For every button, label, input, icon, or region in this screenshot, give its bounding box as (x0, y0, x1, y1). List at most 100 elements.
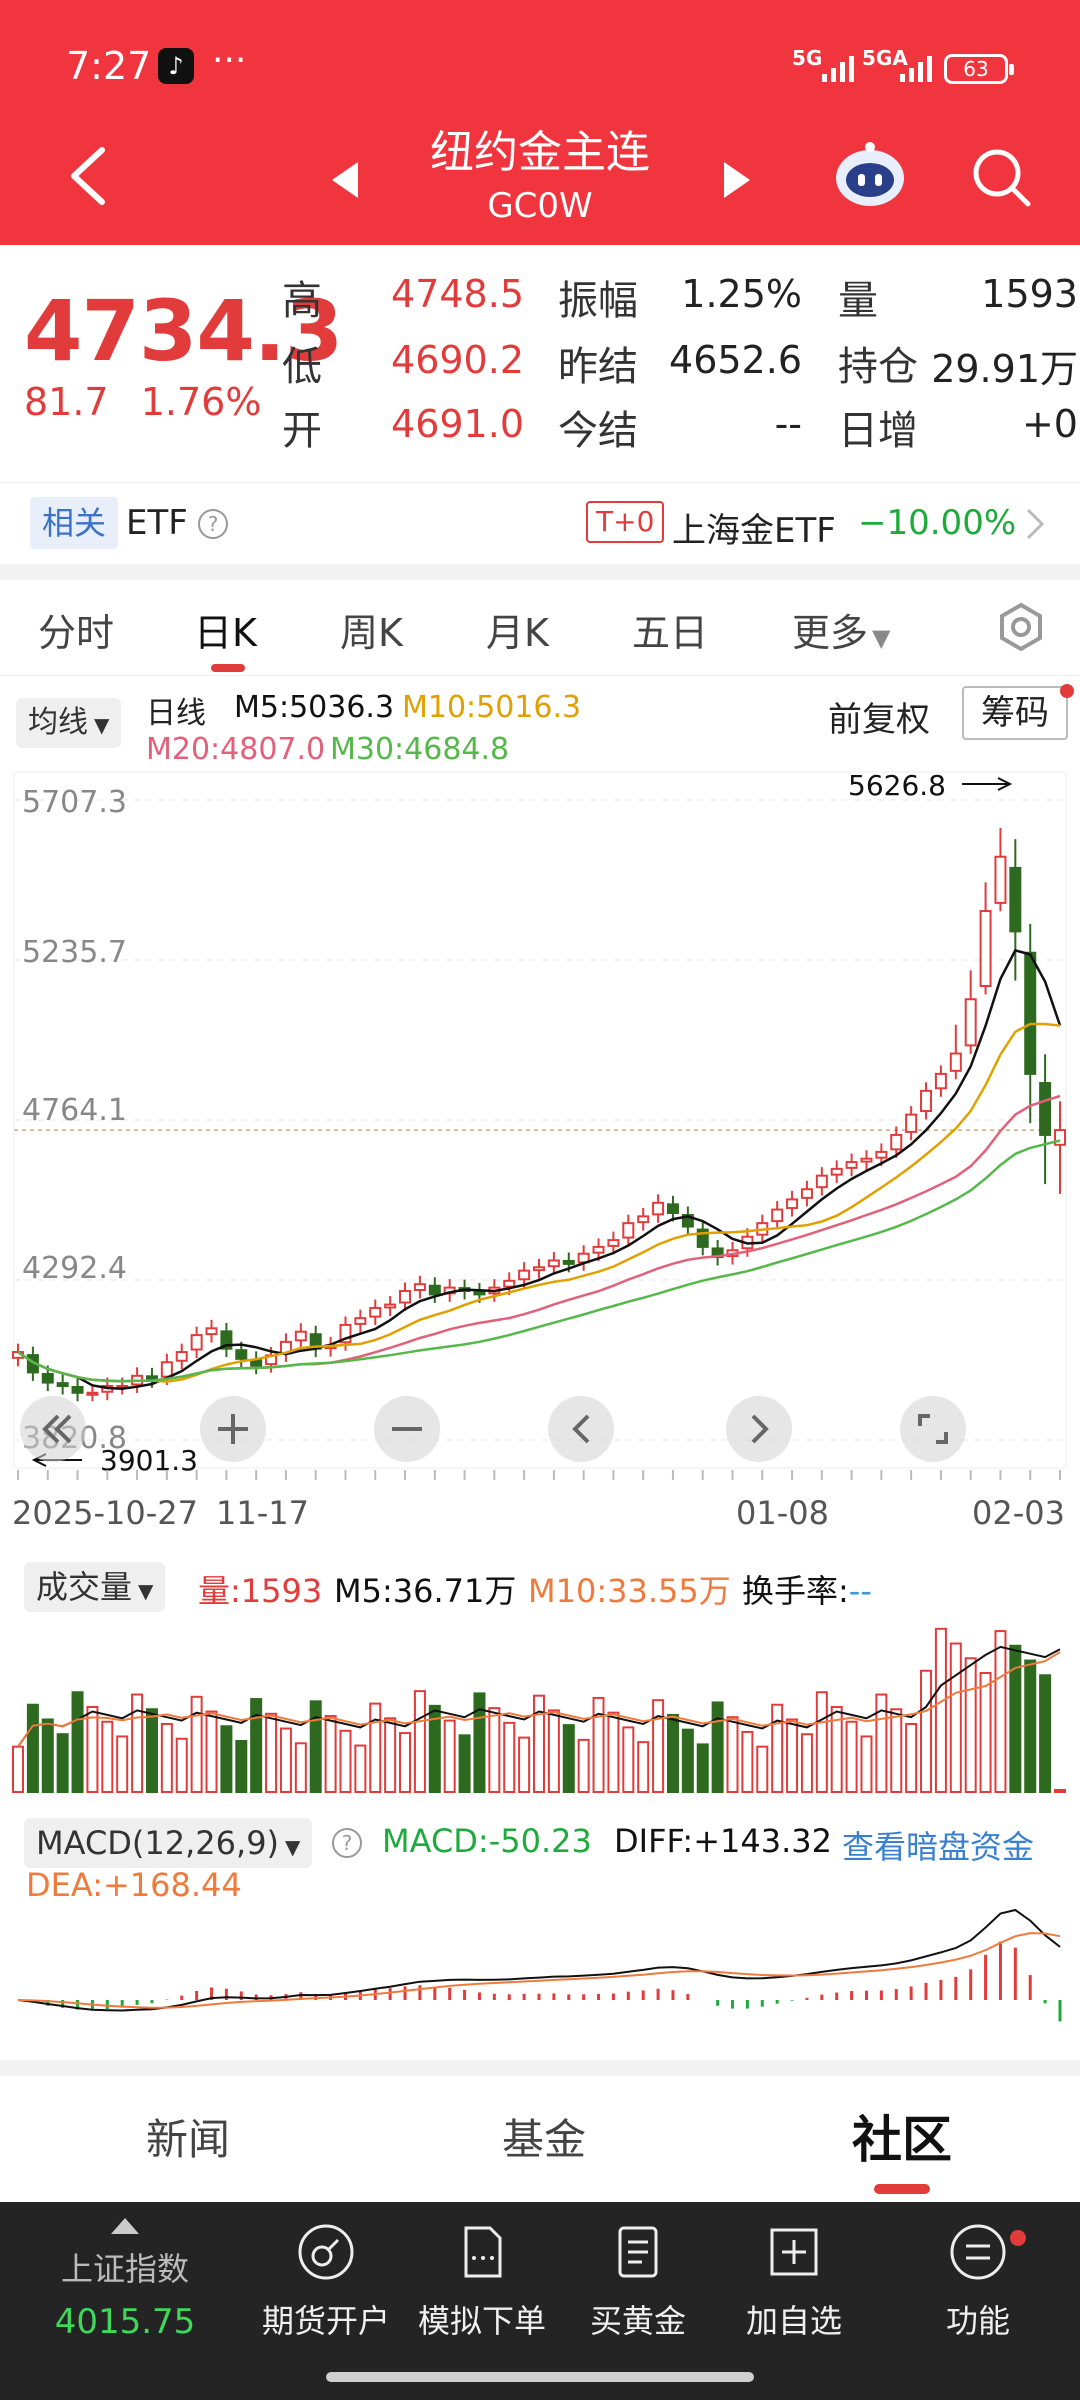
volume-bar (279, 1727, 292, 1793)
next-contract-icon[interactable] (724, 162, 750, 198)
ma30-line (17, 1139, 1061, 1383)
prev-settle-label: 昨结 (558, 344, 638, 390)
tab-more[interactable]: 更多 ▼ (792, 602, 890, 657)
battery-icon: 63 (944, 54, 1014, 84)
tab-intraday[interactable]: 分时 (38, 611, 115, 655)
tab-five-day[interactable]: 五日 (632, 611, 709, 655)
prev-contract-icon[interactable] (332, 162, 358, 198)
volume-bar (726, 1716, 739, 1793)
index-value: 4015.75 (54, 2302, 196, 2342)
volume-bar (949, 1642, 962, 1793)
volume-ma10-line (17, 1651, 1061, 1748)
candle (860, 1157, 873, 1163)
volume-bar (56, 1733, 69, 1793)
fullscreen-button[interactable] (898, 1394, 968, 1464)
zoom-out-button[interactable] (372, 1394, 442, 1464)
kline-chart[interactable]: 5707.3 5235.7 4764.1 4292.4 3820.8 5626.… (0, 770, 1080, 1540)
high-arrow-head (997, 777, 1013, 791)
nav-add-watchlist[interactable]: 加自选 (714, 2222, 874, 2342)
macd-indicator-label: MACD(12,26,9) (36, 1824, 280, 1862)
candle (533, 1266, 545, 1272)
bottom-navigation: 上证指数 4015.75 期货开户 模拟下单 买黄金 加自选 功能 (0, 2202, 1080, 2400)
change-value: 81.7 (24, 380, 109, 424)
candle (979, 910, 992, 988)
candle (890, 1133, 903, 1151)
volume-bar (518, 1736, 531, 1793)
back-icon[interactable] (66, 146, 110, 206)
adjust-mode[interactable]: 前复权 (828, 700, 930, 740)
volume-bar (145, 1708, 158, 1793)
content-tabs: 新闻 基金 社区 (0, 2070, 1080, 2200)
candle (652, 1201, 665, 1216)
dark-pool-funds-link[interactable]: 查看暗盘资金 (842, 1828, 1035, 1866)
volume-bar (413, 1690, 426, 1793)
settings-icon[interactable] (996, 602, 1046, 652)
ma10-legend: M10:5016.3 (402, 690, 582, 725)
tab-community[interactable]: 社区 (852, 2111, 952, 2169)
candle (964, 998, 977, 1047)
volume-chart[interactable] (0, 1612, 1080, 1802)
volume-bar (190, 1695, 203, 1793)
volume-bar (265, 1712, 278, 1793)
related-etf-row[interactable]: 相关 ETF ? T+0 上海金ETF −10.00% (0, 482, 1080, 562)
add-icon (770, 2228, 818, 2276)
volume-legend: 量:1593 (198, 1572, 323, 1610)
candle (1009, 866, 1022, 933)
nav-simulated-order[interactable]: 模拟下单 (402, 2222, 562, 2342)
nav-open-futures-account[interactable]: 期货开户 (246, 2222, 406, 2342)
turnover-label: 换手率: (742, 1572, 849, 1610)
scroll-left-button[interactable] (546, 1394, 616, 1464)
amplitude-value: 1.25% (681, 272, 802, 316)
nav-functions[interactable]: 功能 (898, 2222, 1058, 2342)
robot-assistant-icon[interactable] (832, 140, 908, 210)
candle (994, 855, 1007, 904)
today-settle-value: -- (774, 402, 802, 446)
index-ticker[interactable]: 上证指数 4015.75 (20, 2212, 230, 2342)
turnover-legend: 换手率:-- (742, 1566, 872, 1612)
section-divider (0, 2060, 1080, 2076)
indicator-selector[interactable]: 均线 ▼ (16, 698, 122, 748)
zoom-in-button[interactable] (198, 1394, 268, 1464)
scroll-right-button[interactable] (724, 1394, 794, 1464)
macd-help-icon[interactable]: ? (332, 1828, 362, 1858)
volume-bar (12, 1745, 24, 1794)
y-axis-label-top: 5707.3 (22, 785, 127, 820)
more-notifications-icon: ··· (212, 40, 247, 81)
status-time: 7:27 (66, 44, 152, 88)
volume-bar (920, 1669, 933, 1794)
tab-news[interactable]: 新闻 (146, 2115, 231, 2164)
tab-monthly-k[interactable]: 月K (486, 611, 549, 655)
volume-bar (875, 1693, 888, 1793)
volume-bar (116, 1735, 129, 1793)
open-value: 4691.0 (391, 402, 524, 446)
signal-icon-2 (900, 52, 932, 82)
open-interest-value: 29.91万 (931, 347, 1078, 391)
nav-label: 功能 (945, 2302, 1010, 2340)
caret-down-icon: ▼ (138, 1579, 154, 1603)
macd-chart[interactable] (0, 1900, 1080, 2060)
volume-bar (533, 1694, 545, 1793)
volume-bar (1024, 1659, 1037, 1793)
search-icon[interactable] (970, 146, 1032, 208)
volume-bar (652, 1699, 665, 1793)
volume-bar (26, 1703, 39, 1793)
scroll-left-fast-button[interactable] (18, 1394, 88, 1464)
chips-button[interactable]: 筹码 (962, 686, 1068, 740)
help-icon[interactable]: ? (198, 509, 228, 539)
volume-bar (220, 1725, 233, 1793)
volume-indicator-selector[interactable]: 成交量 ▼ (24, 1562, 166, 1612)
t0-badge: T+0 (586, 501, 665, 543)
diff-line (17, 1908, 1061, 2012)
macd-indicator-selector[interactable]: MACD(12,26,9) ▼ (24, 1818, 313, 1868)
candle (875, 1150, 888, 1159)
tab-fund[interactable]: 基金 (502, 2115, 587, 2164)
tab-weekly-k[interactable]: 周K (340, 611, 403, 655)
nav-buy-gold[interactable]: 买黄金 (558, 2222, 718, 2342)
low-annotation: 3901.3 (100, 1444, 198, 1477)
tab-daily-k[interactable]: 日K (194, 611, 257, 655)
volume-bar (592, 1696, 605, 1793)
volume-bar (756, 1745, 769, 1794)
volume-bar (443, 1719, 456, 1793)
indicator-selector-label: 均线 (28, 705, 88, 740)
amplitude-label: 振幅 (558, 278, 638, 324)
